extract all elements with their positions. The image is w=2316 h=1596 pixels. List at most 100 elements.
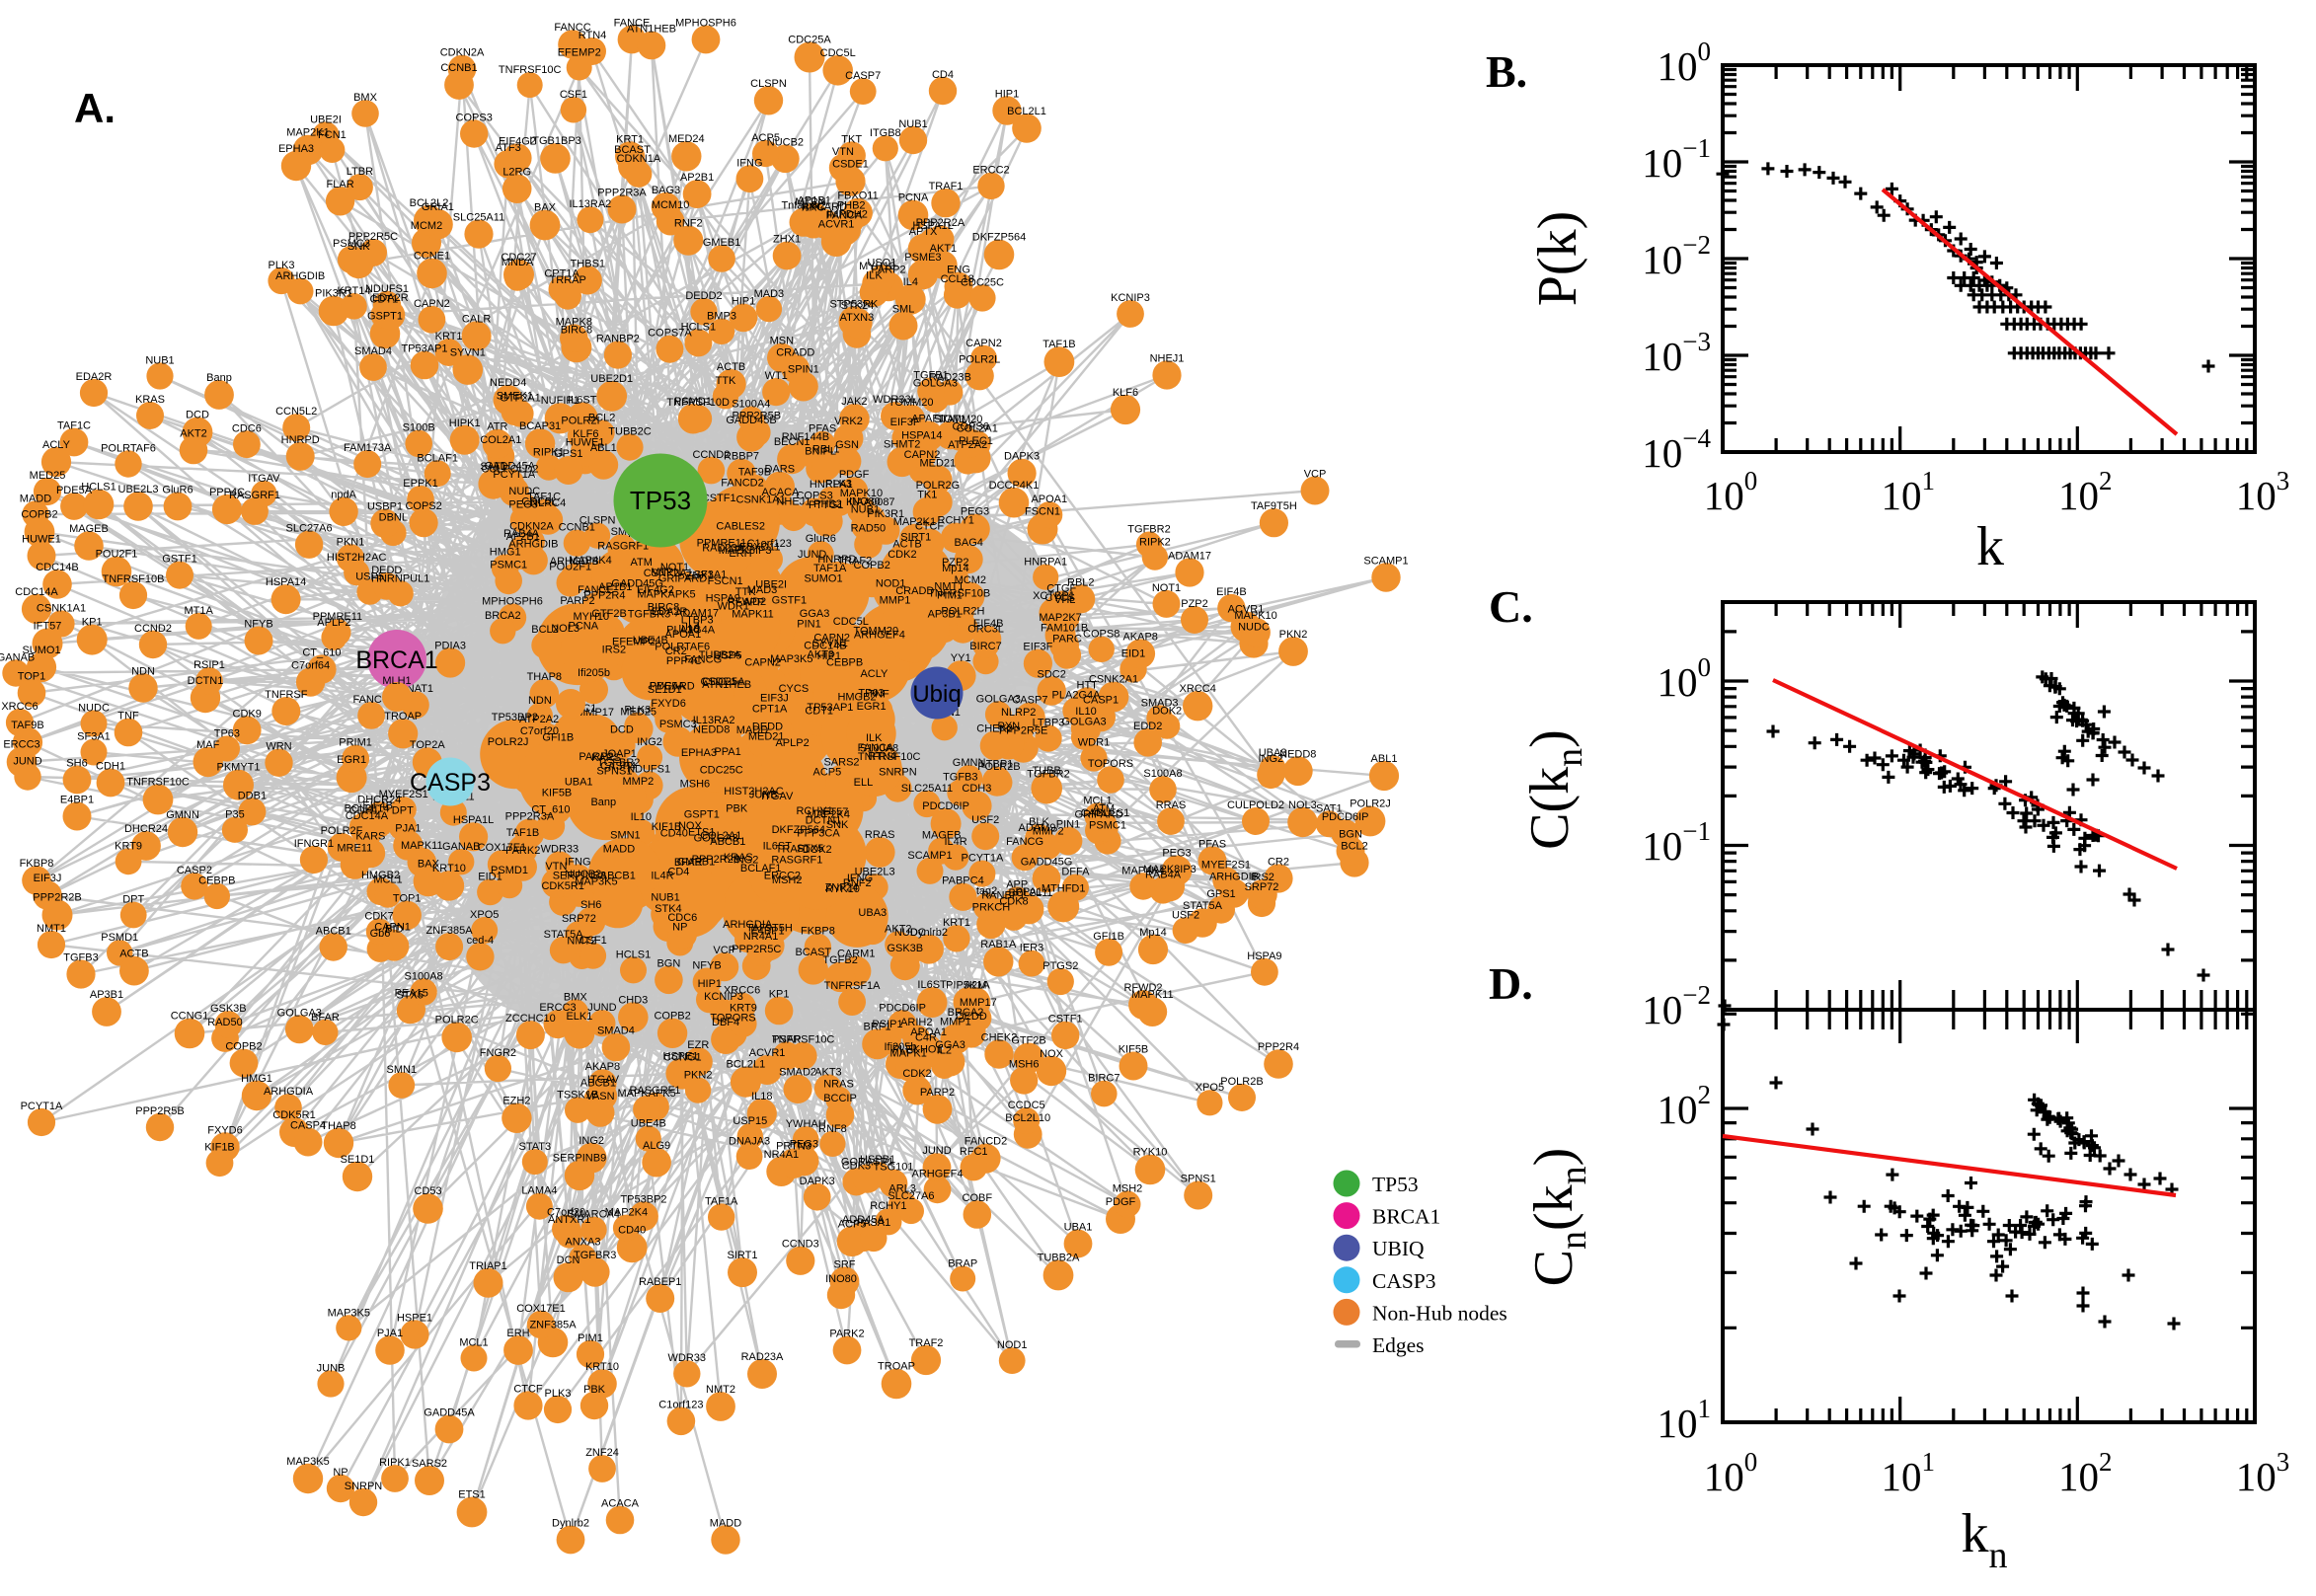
svg-text:BRCA1: BRCA1 [355,646,437,674]
svg-text:VRK2: VRK2 [834,416,863,427]
svg-text:CCNE1: CCNE1 [414,251,450,263]
svg-text:BRCA2: BRCA2 [948,1007,984,1019]
svg-text:POU2F1: POU2F1 [549,561,591,572]
svg-text:RBBP7: RBBP7 [724,451,759,463]
svg-text:C4R: C4R [915,1032,937,1044]
svg-text:HMG1: HMG1 [241,1073,272,1085]
svg-text:MCL1: MCL1 [1083,795,1112,806]
svg-text:HMGB2: HMGB2 [361,870,400,881]
svg-text:XPO5: XPO5 [1196,1082,1224,1094]
svg-text:GSK3B: GSK3B [210,1003,247,1015]
svg-text:ARC: ARC [802,201,824,213]
svg-text:DCTN1: DCTN1 [188,675,224,687]
svg-text:NLRP2: NLRP2 [1001,707,1036,719]
svg-text:GSPT1: GSPT1 [367,311,403,323]
svg-text:COL2A1: COL2A1 [700,830,741,842]
svg-text:CTGF: CTGF [1046,583,1076,595]
svg-text:BGN: BGN [656,958,680,970]
svg-text:GSPT1: GSPT1 [684,808,720,820]
svg-text:NUFIP1: NUFIP1 [541,395,579,407]
svg-text:CABLES1: CABLES1 [1081,807,1130,819]
svg-text:HSPA1L: HSPA1L [453,814,494,826]
svg-text:SML: SML [892,304,915,316]
svg-text:CASP4: CASP4 [290,1120,326,1132]
svg-text:TRAF2: TRAF2 [909,1337,944,1349]
svg-text:EDA2R: EDA2R [76,371,113,383]
svg-text:BAG4: BAG4 [955,537,983,549]
svg-text:TROAP: TROAP [384,711,422,722]
svg-text:APAF1: APAF1 [911,413,945,424]
svg-text:FAM101B: FAM101B [1041,623,1088,635]
svg-text:SE1D1: SE1D1 [341,1154,375,1166]
svg-text:k: k [1976,516,2004,577]
svg-text:KRT1: KRT1 [943,917,970,929]
svg-text:PLEKHO1: PLEKHO1 [892,1043,943,1055]
svg-text:SCAMP1: SCAMP1 [907,850,952,862]
svg-text:IMPDH2: IMPDH2 [826,208,868,220]
svg-text:POLR2C: POLR2C [435,1015,479,1026]
svg-text:UBE2L3: UBE2L3 [118,484,159,495]
svg-text:TTK: TTK [716,375,736,387]
svg-text:CLSPN: CLSPN [579,515,616,527]
svg-text:PPP2R5E: PPP2R5E [999,724,1048,736]
svg-text:JUNB: JUNB [749,789,778,800]
svg-text:MED25: MED25 [30,470,66,482]
svg-text:RYK10: RYK10 [1133,1147,1168,1159]
svg-text:CASP7: CASP7 [1012,695,1047,707]
svg-text:MAPK8IP3: MAPK8IP3 [1143,864,1197,875]
svg-text:ACVR1: ACVR1 [818,218,855,230]
svg-text:PRKCH: PRKCH [972,902,1011,914]
svg-text:PSAP: PSAP [772,1033,801,1045]
svg-text:NOX: NOX [678,820,703,832]
svg-text:COPS6: COPS6 [953,421,989,433]
svg-text:HSPA9: HSPA9 [706,592,740,604]
svg-text:CSNK2A1: CSNK2A1 [644,568,693,579]
svg-text:INO80: INO80 [849,495,881,507]
svg-text:PDGF: PDGF [1106,1196,1136,1208]
svg-text:ARHGDIB: ARHGDIB [1209,871,1259,882]
svg-text:NP: NP [672,922,687,934]
svg-text:CASP4: CASP4 [600,761,636,773]
svg-text:SARS2: SARS2 [823,757,859,769]
svg-text:PSMC1: PSMC1 [1089,819,1126,831]
svg-text:CCNG1: CCNG1 [663,1051,702,1063]
svg-text:PEG3: PEG3 [1162,848,1191,860]
svg-text:ATF3: ATF3 [496,142,521,154]
svg-text:CDK2: CDK2 [902,1068,931,1080]
svg-text:MADD: MADD [603,843,635,855]
svg-text:RAD23B: RAD23B [929,372,971,384]
svg-text:GSK3B: GSK3B [887,943,923,954]
svg-text:SIRT1: SIRT1 [728,1250,758,1261]
svg-text:COX17E1: COX17E1 [516,1303,566,1315]
svg-text:CSTF1: CSTF1 [1048,1014,1083,1026]
svg-text:103: 103 [2236,466,2290,518]
svg-text:BIRC7: BIRC7 [1088,1073,1119,1085]
svg-text:ATM: ATM [630,557,652,569]
svg-text:VCP: VCP [713,945,735,956]
svg-text:UBA1: UBA1 [1064,1222,1093,1234]
svg-text:TAF9T5H: TAF9T5H [746,923,793,935]
svg-text:TP53AP1: TP53AP1 [401,343,447,355]
svg-text:EIF4G2: EIF4G2 [499,135,536,147]
svg-text:Dynlrb2: Dynlrb2 [910,927,948,939]
svg-text:TSG101: TSG101 [874,1162,914,1174]
svg-text:ELL: ELL [854,777,874,789]
svg-text:PCYT1A: PCYT1A [21,1101,63,1112]
svg-text:UBE4B: UBE4B [633,635,668,646]
svg-text:C.: C. [1489,581,1533,632]
svg-text:PHB2: PHB2 [837,199,866,211]
svg-text:SLC25A11: SLC25A11 [453,212,504,224]
svg-text:DOK2: DOK2 [803,844,832,856]
svg-text:PPP2R2B: PPP2R2B [33,892,82,904]
svg-text:MED21: MED21 [919,457,956,469]
svg-text:UBE2L3: UBE2L3 [855,866,895,877]
svg-text:STAT3: STAT3 [518,1141,551,1153]
svg-text:CHEK2: CHEK2 [981,1031,1018,1043]
svg-text:JUND: JUND [13,755,41,767]
svg-text:UBIQ: UBIQ [1372,1237,1425,1260]
svg-text:CDK2: CDK2 [888,549,916,561]
svg-text:HNRNPUL1: HNRNPUL1 [371,572,429,584]
svg-text:ETS1: ETS1 [458,1489,486,1501]
svg-text:SLC27A6: SLC27A6 [286,523,333,535]
svg-text:MCM10: MCM10 [652,199,690,211]
